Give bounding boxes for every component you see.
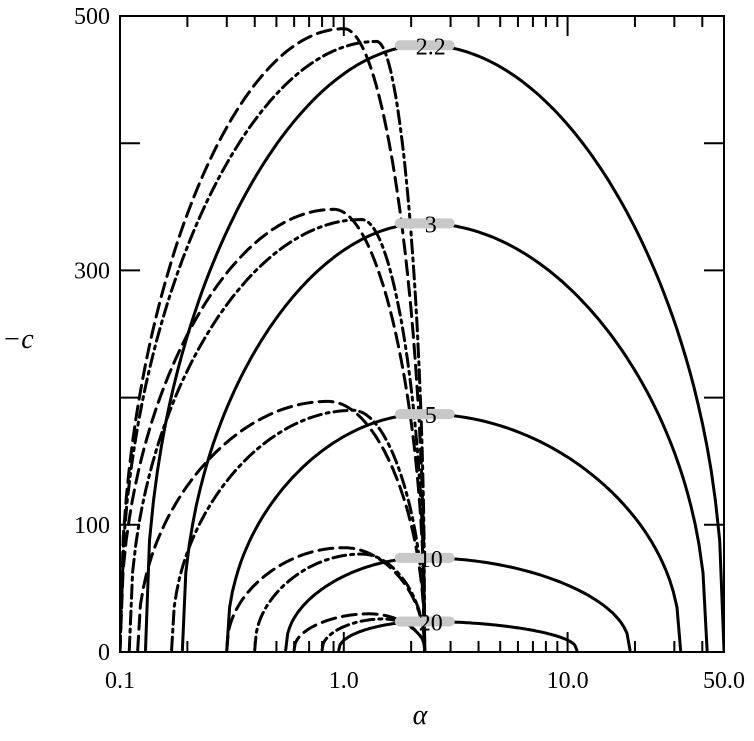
contour-label-backdrop (394, 616, 455, 627)
plot-frame (119, 15, 725, 653)
x-axis-label: α (413, 700, 429, 731)
y-axis-label: −c (2, 324, 34, 355)
tick-labels: 0.1 1.0 10.0 50.0 0 100 300 500 (74, 4, 745, 694)
contour-labels: 2.2 3 5 10 20 (394, 34, 455, 636)
contour-label-3: 3 (425, 212, 437, 238)
x-tick-label: 0.1 (105, 668, 135, 694)
contour-label-5: 5 (425, 403, 437, 429)
x-tick-label: 1.0 (329, 668, 359, 694)
contour-dashdot-10 (253, 552, 427, 652)
y-tick-label: 500 (74, 4, 110, 30)
x-tick-label: 10.0 (547, 668, 589, 694)
contour-label-2_2: 2.2 (416, 34, 446, 60)
contour-label-10: 10 (419, 547, 443, 573)
x-tick-label: 50.0 (703, 668, 745, 694)
y-tick-label: 0 (98, 640, 110, 666)
contour-dashdot-3 (127, 217, 427, 652)
contour-solid-20 (337, 620, 579, 652)
contour-label-backdrop (394, 218, 455, 229)
y-tick-label: 300 (74, 258, 110, 284)
contour-dashed-3 (120, 207, 427, 652)
y-tick-label: 100 (74, 513, 110, 539)
contour-dashed-10 (225, 546, 427, 652)
contour-dashdot-2_2 (120, 39, 427, 652)
contour-solid-3 (180, 221, 709, 652)
contour-label-backdrop (394, 552, 455, 563)
contour-label-backdrop (394, 409, 455, 420)
contour-solid-10 (284, 556, 632, 652)
contour-dashed-5 (136, 399, 427, 652)
contour-label-backdrop (394, 40, 455, 51)
contour-label-20: 20 (419, 610, 443, 636)
